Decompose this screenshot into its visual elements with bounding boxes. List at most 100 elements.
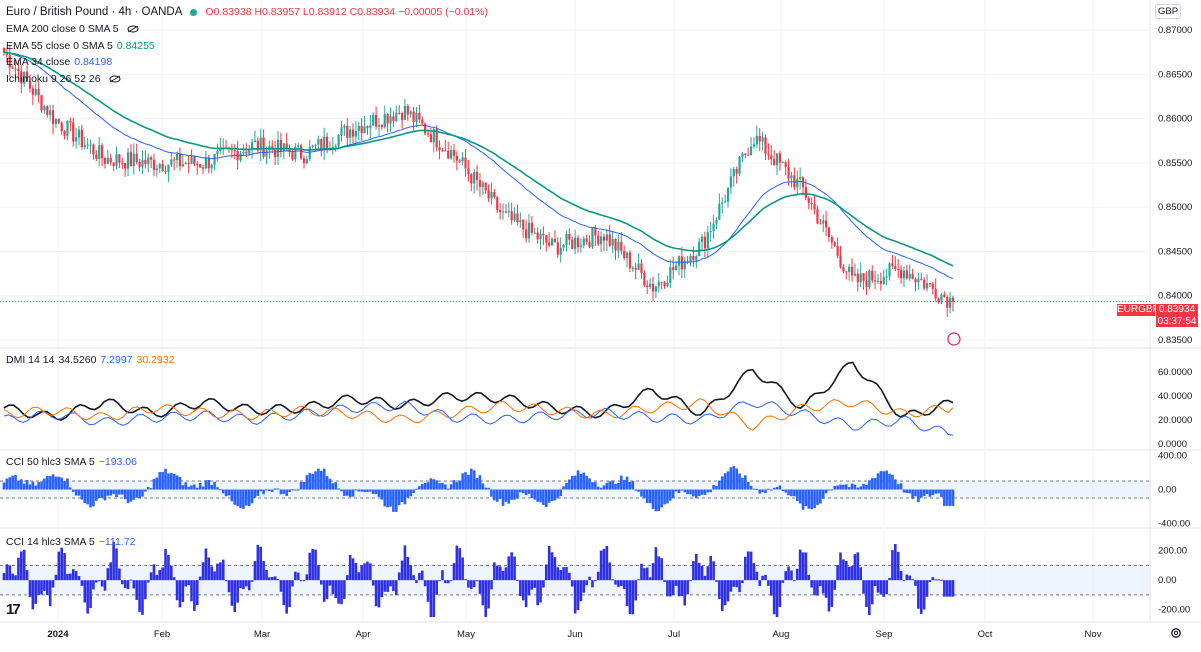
cci14-bar: [86, 580, 89, 614]
cci14-bar: [640, 563, 643, 581]
cci14-bar: [709, 555, 713, 581]
cci14-bar: [706, 566, 710, 581]
cci50-bar: [562, 486, 565, 490]
cci50-bar: [161, 471, 164, 490]
cci50-bar: [550, 489, 554, 501]
candle-body: [366, 126, 369, 128]
cci14-bar: [775, 580, 779, 618]
candle-body: [141, 159, 144, 167]
tradingview-logo-icon[interactable]: 17: [6, 601, 21, 618]
candle-body: [822, 220, 825, 224]
candle-body: [314, 144, 317, 146]
candle-body: [654, 286, 657, 292]
cci14-bar: [795, 568, 799, 581]
cci50-bar: [922, 489, 926, 497]
cci14-bar: [363, 563, 366, 581]
cci14-bar: [337, 580, 340, 604]
cci14-bar: [63, 552, 66, 581]
cci14-bar: [294, 571, 297, 581]
cci14-bar: [931, 577, 935, 581]
cci50-bar: [764, 489, 767, 494]
candle-body: [92, 144, 95, 155]
cci14-legend[interactable]: CCI 14 hlc3 SMA 5 −111.72: [6, 535, 135, 549]
cci50-bar: [317, 468, 320, 490]
cci50-bar: [807, 489, 811, 509]
cci50-bar: [314, 471, 317, 490]
cci50-bar: [112, 489, 115, 494]
dmi-legend[interactable]: DMI 14 14 34.5260 7.2997 30.2932: [6, 353, 175, 367]
candle-body: [103, 158, 107, 164]
cci50-label: CCI 50 hlc3 SMA 5: [6, 456, 95, 468]
candle-body: [876, 280, 880, 282]
hidden-eye-icon[interactable]: [109, 75, 121, 83]
cci50-bar: [371, 489, 375, 494]
cci50-bar: [123, 489, 127, 500]
cci50-bar: [74, 489, 78, 496]
cci14-bar: [467, 580, 470, 588]
cci50-bar: [132, 489, 136, 500]
cci50-bar: [504, 489, 508, 502]
cci14-bar: [118, 568, 121, 581]
cci50-bar: [625, 476, 629, 490]
cci50-bar: [677, 489, 681, 494]
cci50-bar: [844, 484, 848, 490]
candle-body: [548, 242, 551, 246]
cci50-bar: [536, 489, 539, 502]
candle-body: [799, 177, 802, 180]
cci50-bar: [239, 489, 242, 509]
cci14-bar: [493, 562, 496, 581]
cci50-bar: [126, 489, 130, 504]
cci14-bar: [285, 580, 288, 614]
cci50-bar: [164, 468, 167, 490]
candle-body: [8, 54, 11, 68]
candle-body: [449, 149, 453, 159]
cci14-bar: [418, 572, 421, 581]
cci50-bar: [63, 480, 66, 490]
ema200-label: EMA 200 close 0 SMA 5: [6, 23, 119, 35]
candle-body: [513, 213, 516, 221]
ema200-legend[interactable]: EMA 200 close 0 SMA 5: [6, 22, 139, 36]
candle-body: [17, 68, 20, 72]
cci50-bar: [729, 467, 733, 490]
candle-body: [421, 119, 424, 124]
cci50-bar: [455, 482, 459, 490]
cci14-bar: [149, 572, 153, 581]
gear-icon[interactable]: [1170, 627, 1182, 642]
ema55-legend[interactable]: EMA 55 close 0 SMA 5 0.84255: [6, 39, 155, 53]
cci14-bar: [588, 576, 591, 581]
cci14-bar: [744, 556, 747, 581]
cci14-bar: [464, 579, 467, 581]
ichimoku-legend[interactable]: Ichimoku 9 26 52 26: [6, 72, 121, 86]
candle-body: [732, 168, 735, 177]
cci50-bar: [559, 489, 563, 497]
cci50-bar: [565, 483, 568, 490]
cci14-bar: [793, 580, 796, 582]
candle-body: [504, 211, 508, 213]
cci14-bar: [573, 580, 577, 614]
cci14-bar: [69, 573, 72, 581]
candle-body: [810, 203, 813, 205]
cci50-bar: [340, 489, 343, 492]
cci14-bar: [426, 580, 430, 602]
symbol-title[interactable]: Euro / British Pound · 4h · OANDA: [6, 6, 183, 18]
cci50-bar: [273, 488, 277, 490]
cci14-bar: [686, 580, 689, 595]
hidden-eye-icon[interactable]: [127, 25, 139, 33]
candle-body: [395, 112, 398, 122]
ema34-legend[interactable]: EMA 34 close 0.84198: [6, 55, 112, 69]
last-price-label: 0.83934: [1156, 304, 1198, 316]
cci50-bar: [210, 484, 213, 490]
cci50-bar: [253, 489, 257, 498]
cci14-bar: [265, 569, 268, 581]
cci50-bar: [45, 476, 49, 490]
cci50-bar: [755, 488, 759, 490]
cci50-value: −193.06: [98, 456, 137, 468]
candle-body: [484, 182, 487, 191]
candle-body: [620, 241, 623, 251]
cci50-legend[interactable]: CCI 50 hlc3 SMA 5 −193.06: [6, 455, 137, 469]
cci14-bar: [914, 580, 917, 586]
candle-body: [444, 150, 447, 152]
candle-body: [409, 111, 412, 115]
currency-button[interactable]: GBP: [1155, 4, 1181, 19]
